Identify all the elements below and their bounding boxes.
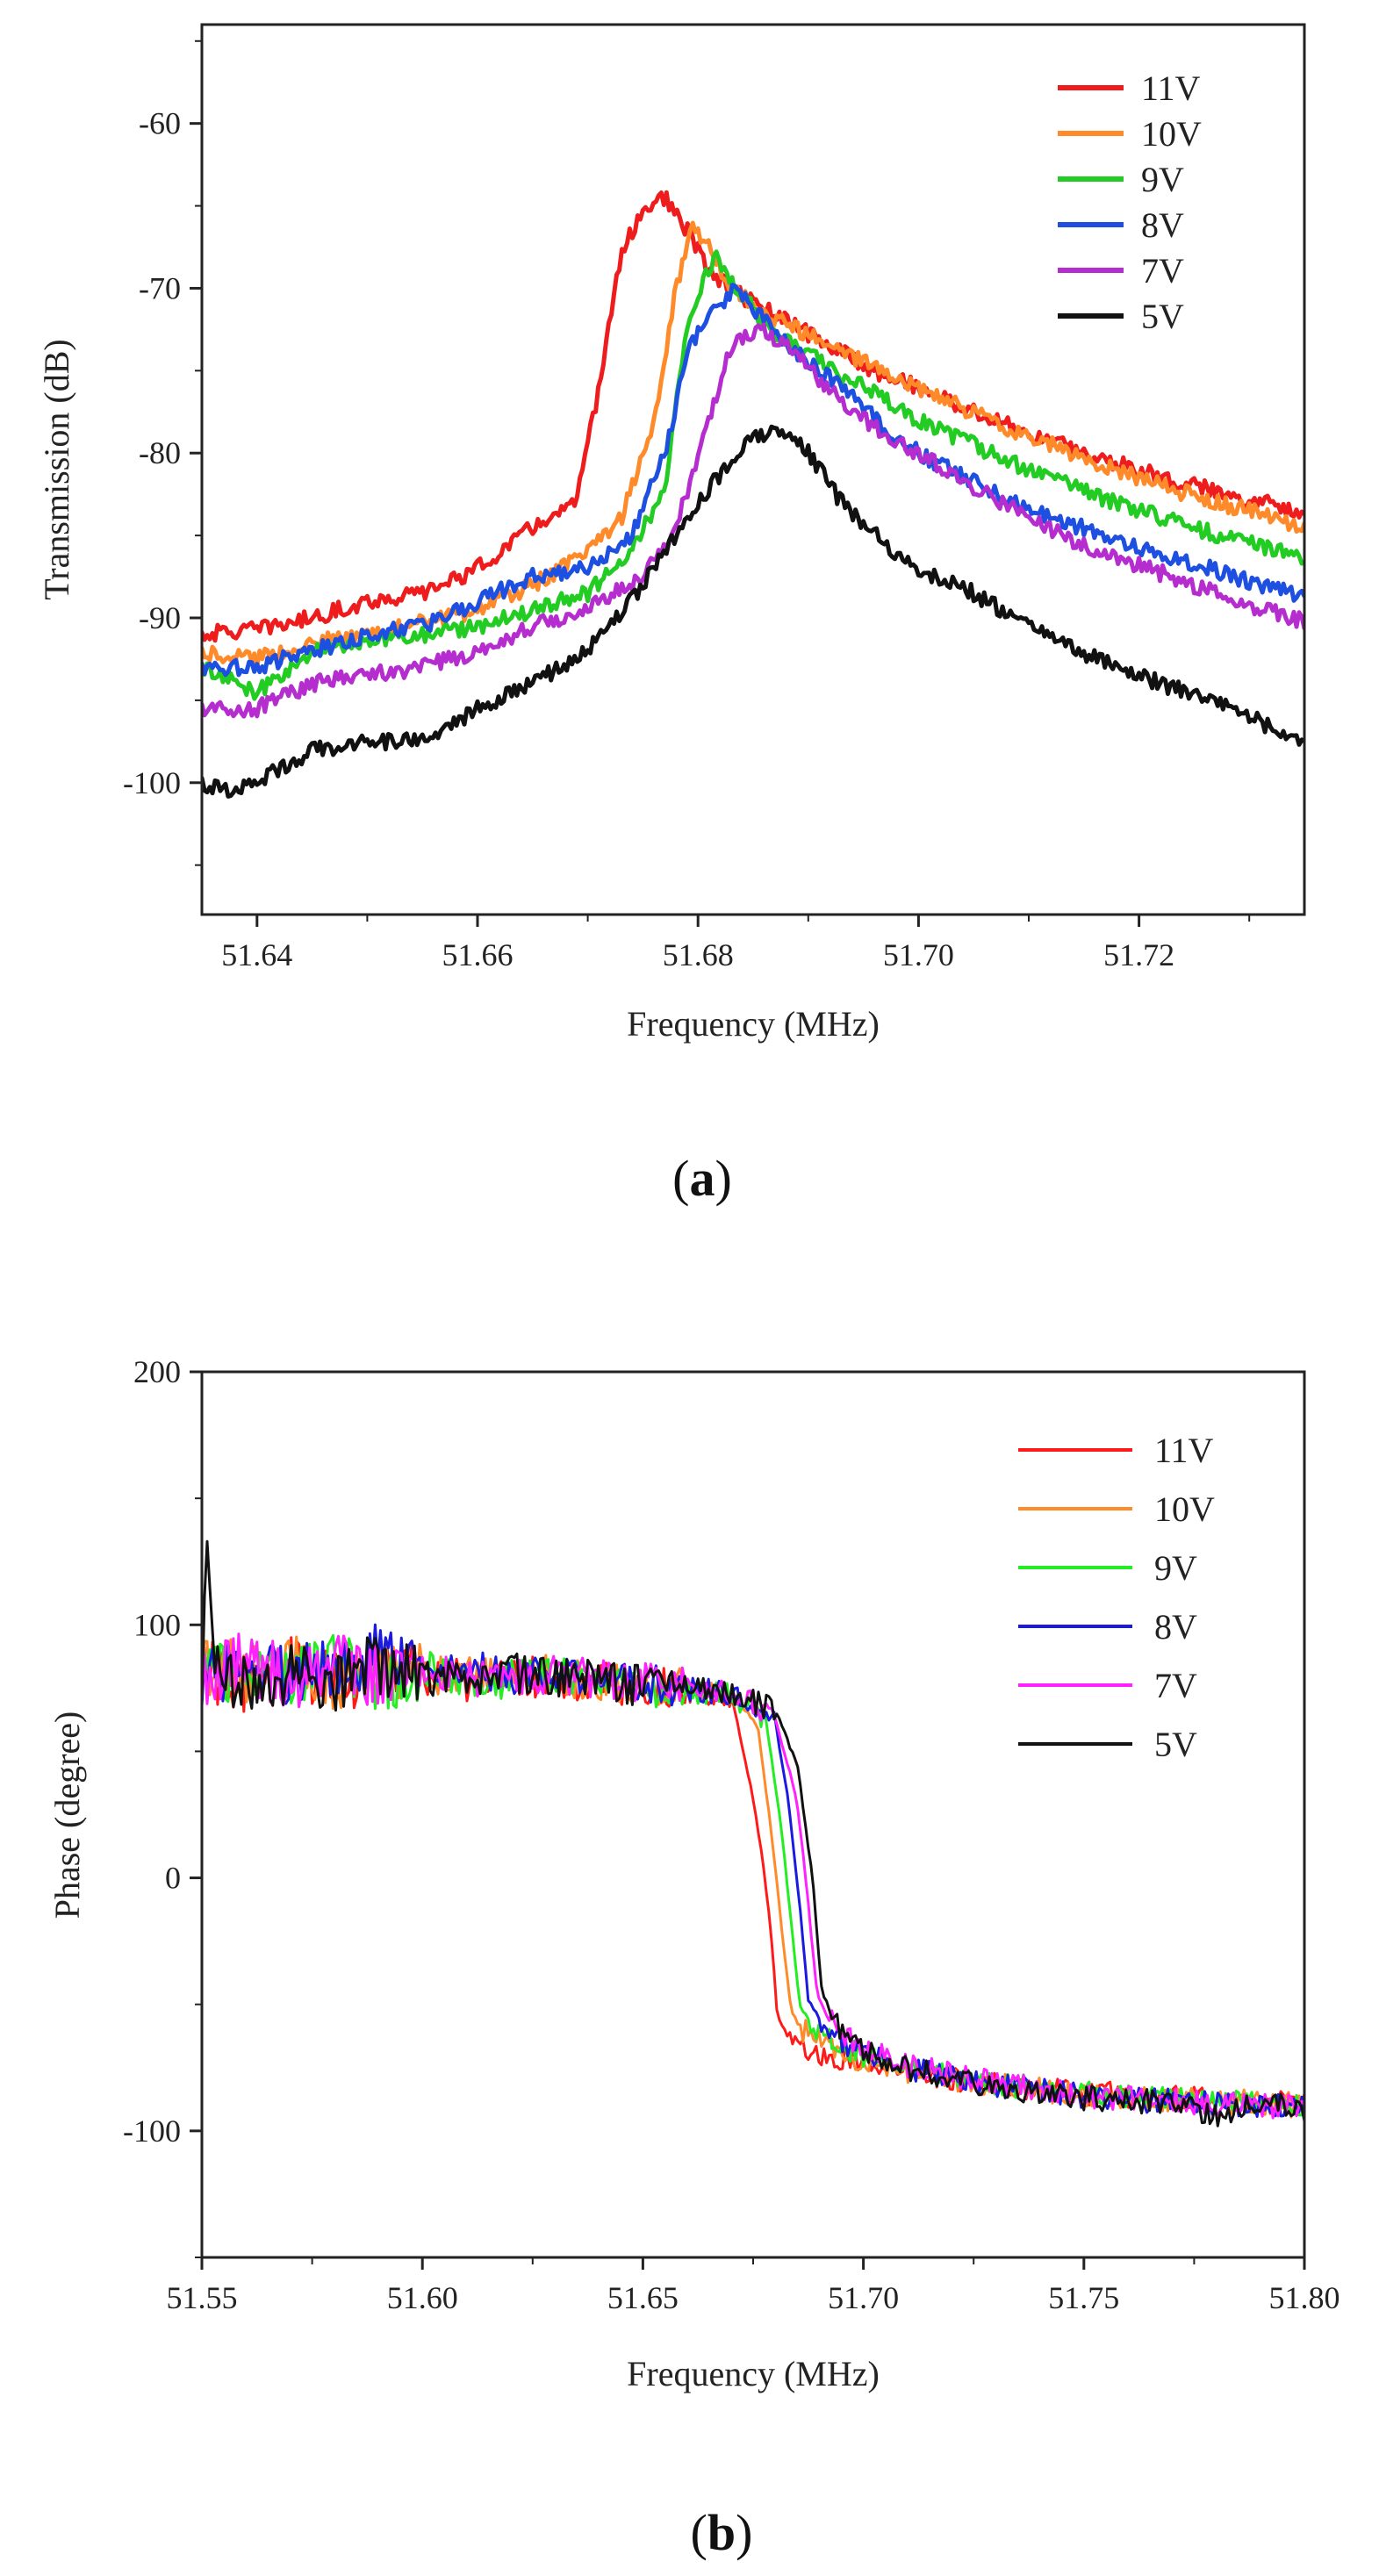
x-tick-label: 51.60 xyxy=(387,2280,458,2315)
y-tick-label: 100 xyxy=(133,1607,181,1642)
y-tick-label: -100 xyxy=(123,2113,181,2149)
x-axis-title-a: Frequency (MHz) xyxy=(627,1004,880,1044)
y-axis-title-b: Phase (degree) xyxy=(47,1711,87,1919)
y-tick-label: -80 xyxy=(139,435,181,470)
legend-b: 11V 10V 9V 8V 7V 5V xyxy=(1018,1431,1215,1764)
y-axis-title-a: Transmission (dB) xyxy=(37,339,76,599)
series-line-11v xyxy=(202,190,1304,643)
x-tick-label: 51.68 xyxy=(663,937,734,972)
x-axis-title-b: Frequency (MHz) xyxy=(627,2354,880,2393)
y-tick-label: -70 xyxy=(139,270,181,305)
series-line-7v xyxy=(202,1632,1304,2120)
legend-label-9v: 9V xyxy=(1141,160,1184,199)
y-tick-label: 200 xyxy=(133,1354,181,1389)
x-tick-label: 51.80 xyxy=(1269,2280,1340,2315)
panel-label-b: (b) xyxy=(691,2504,753,2561)
chart-panel-a: 51.64 51.66 51.68 51.70 51.72 -100 -90 -80 -70 -6… xyxy=(37,23,1306,1207)
plot-area-a xyxy=(202,190,1304,799)
legend-label-10v: 10V xyxy=(1154,1489,1215,1529)
y-tick-label: -90 xyxy=(139,600,181,635)
legend-label-5v: 5V xyxy=(1154,1725,1197,1764)
series-line-5v xyxy=(202,1539,1304,2128)
legend-label-5v: 5V xyxy=(1141,297,1184,336)
chart-panel-b: 51.55 51.60 51.65 51.70 51.75 51.80 -100 0 100 20… xyxy=(47,1354,1340,2561)
series-line-8v xyxy=(202,283,1304,678)
x-tick-label: 51.75 xyxy=(1048,2280,1119,2315)
x-tick-label: 51.70 xyxy=(883,937,954,972)
legend-a: 11V 10V 9V 8V 7V 5V xyxy=(1058,68,1202,336)
x-tick-label: 51.72 xyxy=(1103,937,1174,972)
series-line-5v xyxy=(202,424,1304,799)
x-tick-label: 51.70 xyxy=(828,2280,899,2315)
legend-label-8v: 8V xyxy=(1154,1607,1197,1647)
series-line-7v xyxy=(202,322,1304,719)
ticks-b: 51.55 51.60 51.65 51.70 51.75 51.80 -100 0 100 20… xyxy=(123,1354,1340,2315)
x-tick-label: 51.66 xyxy=(442,937,514,972)
y-tick-label: 0 xyxy=(165,1861,181,1896)
plot-area-b xyxy=(202,1539,1304,2128)
x-tick-label: 51.65 xyxy=(607,2280,679,2315)
axes-frame-a xyxy=(200,23,1306,916)
legend-label-11v: 11V xyxy=(1154,1431,1214,1470)
legend-label-7v: 7V xyxy=(1154,1666,1197,1705)
legend-label-9v: 9V xyxy=(1154,1548,1197,1588)
y-tick-label: -100 xyxy=(123,765,181,800)
panel-label-a: (a) xyxy=(672,1150,732,1207)
y-tick-label: -60 xyxy=(139,106,181,141)
legend-label-10v: 10V xyxy=(1141,114,1202,154)
x-tick-label: 51.55 xyxy=(167,2280,238,2315)
axes-frame-b xyxy=(200,1370,1306,2259)
legend-label-7v: 7V xyxy=(1141,251,1184,291)
x-tick-label: 51.64 xyxy=(221,937,292,972)
legend-label-11v: 11V xyxy=(1141,68,1201,108)
legend-label-8v: 8V xyxy=(1141,205,1184,245)
ticks-a: 51.64 51.66 51.68 51.70 51.72 -100 -90 -80 -70 -6… xyxy=(123,39,1251,972)
